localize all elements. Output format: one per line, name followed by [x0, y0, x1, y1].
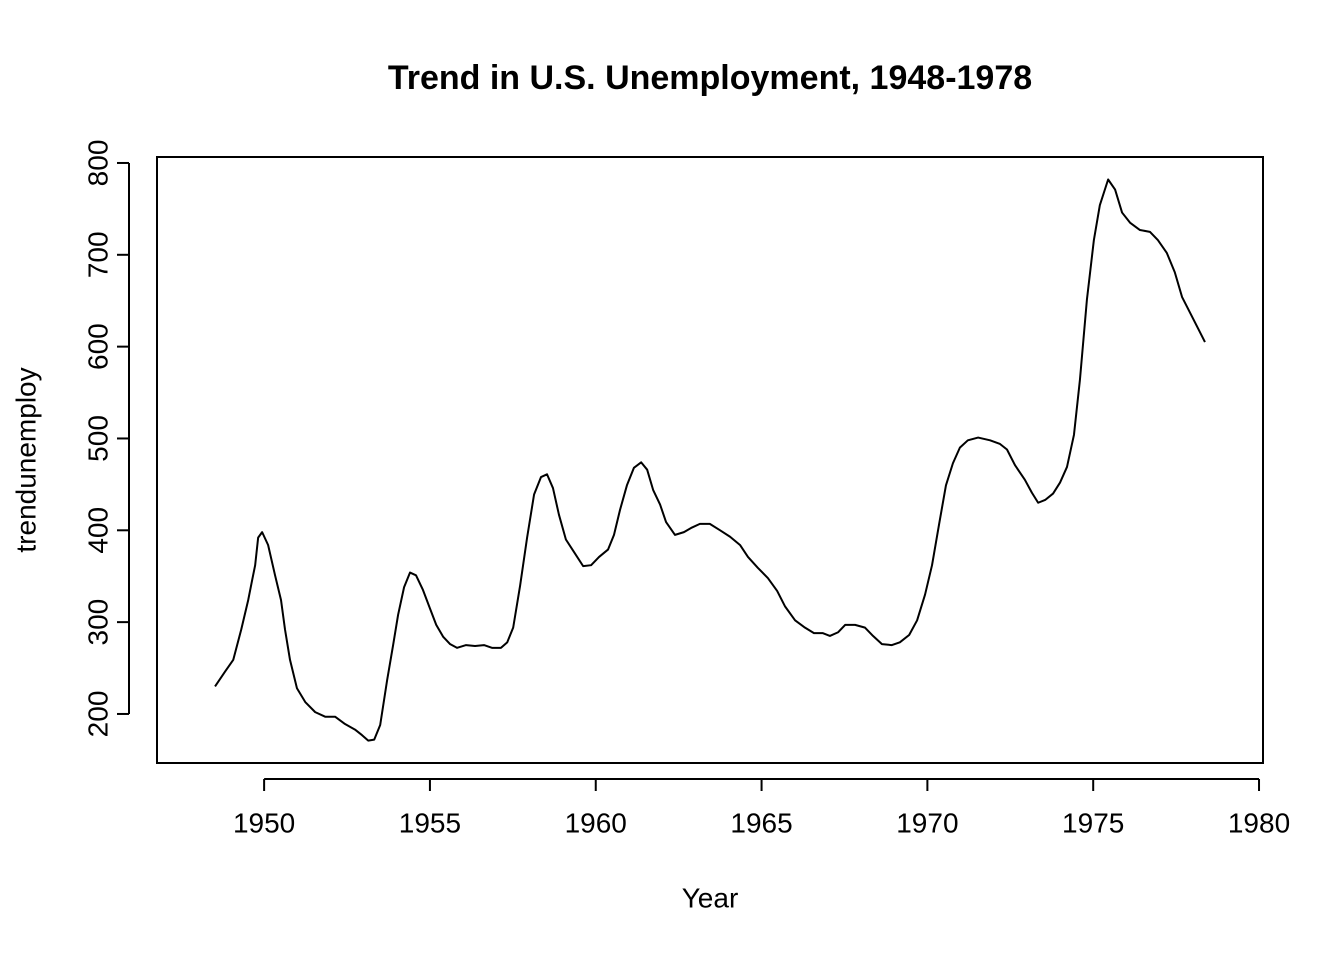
x-tick-label: 1965 — [730, 807, 792, 838]
y-tick-label: 200 — [82, 691, 113, 738]
x-tick-label: 1970 — [896, 807, 958, 838]
y-axis-label: trendunemploy — [10, 367, 41, 552]
x-tick-label: 1955 — [399, 807, 461, 838]
chart-title: Trend in U.S. Unemployment, 1948-1978 — [388, 59, 1032, 97]
y-tick-label: 800 — [82, 140, 113, 187]
y-tick-label: 300 — [82, 599, 113, 646]
y-tick-label: 700 — [82, 231, 113, 278]
x-tick-label: 1960 — [565, 807, 627, 838]
y-tick-label: 400 — [82, 507, 113, 554]
x-tick-label: 1980 — [1228, 807, 1290, 838]
x-tick-label: 1950 — [233, 807, 295, 838]
y-tick-label: 500 — [82, 415, 113, 462]
x-tick-label: 1975 — [1062, 807, 1124, 838]
x-axis-label: Year — [682, 882, 739, 913]
plot-frame — [156, 156, 1264, 764]
data-line — [214, 178, 1206, 742]
y-tick-label: 600 — [82, 323, 113, 370]
